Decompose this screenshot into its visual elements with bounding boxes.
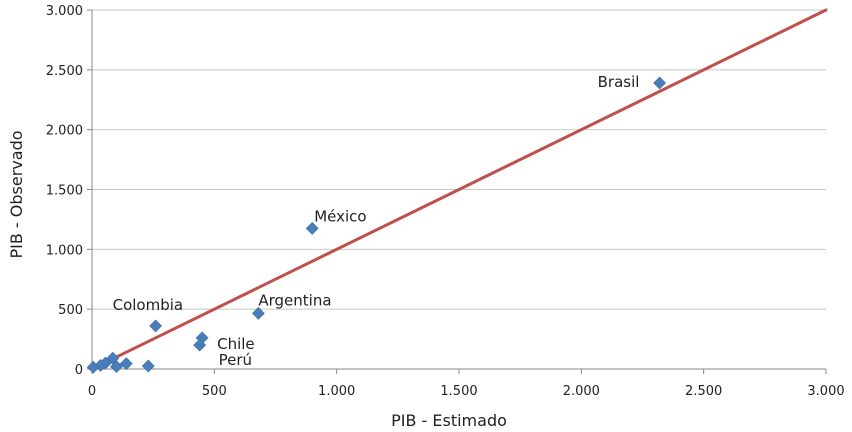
point-label-2: Argentina [258,291,331,309]
y-axis-title: PIB - Observado [7,130,26,258]
x-tick-label-4: 2.000 [563,384,600,399]
data-point-2 [251,306,265,320]
y-tick-label-0: 0 [75,363,83,378]
data-point-3 [149,319,163,333]
x-tick-label-5: 2.500 [685,384,722,399]
reference-line-layer [90,8,828,371]
data-point-5 [193,338,207,352]
point-label-1: México [314,207,366,225]
grid-lines [92,9,826,310]
point-label-0: Brasil [598,73,640,91]
axes [87,9,827,374]
y-tick-label-1: 500 [58,303,83,318]
x-axis-title: PIB - Estimado [391,411,507,430]
x-tick-label-6: 3.000 [807,384,844,399]
point-label-5: Perú [219,351,252,369]
tick-labels: 0 500 1.000 1.500 2.000 2.500 3.000 0 500 1.000 1.… [46,4,845,399]
point-label-3: Colombia [113,296,184,314]
x-tick-label-0: 0 [88,384,96,399]
data-point-12 [86,360,100,374]
y-tick-label-6: 3.000 [46,4,83,19]
x-tick-label-1: 500 [202,384,227,399]
data-point-7 [119,357,133,371]
y-tick-label-5: 2.500 [46,64,83,79]
data-point-0 [653,76,667,90]
x-tick-label-2: 1.000 [318,384,355,399]
data-point-1 [305,221,319,235]
y-tick-label-2: 1.000 [46,243,83,258]
y-tick-label-4: 2.000 [46,124,83,139]
data-point-6 [141,359,155,373]
reference-line [90,8,828,371]
x-tick-label-3: 1.500 [440,384,477,399]
y-tick-label-3: 1.500 [46,184,83,199]
data-points [86,76,667,374]
point-label-4: Chile [217,335,255,353]
